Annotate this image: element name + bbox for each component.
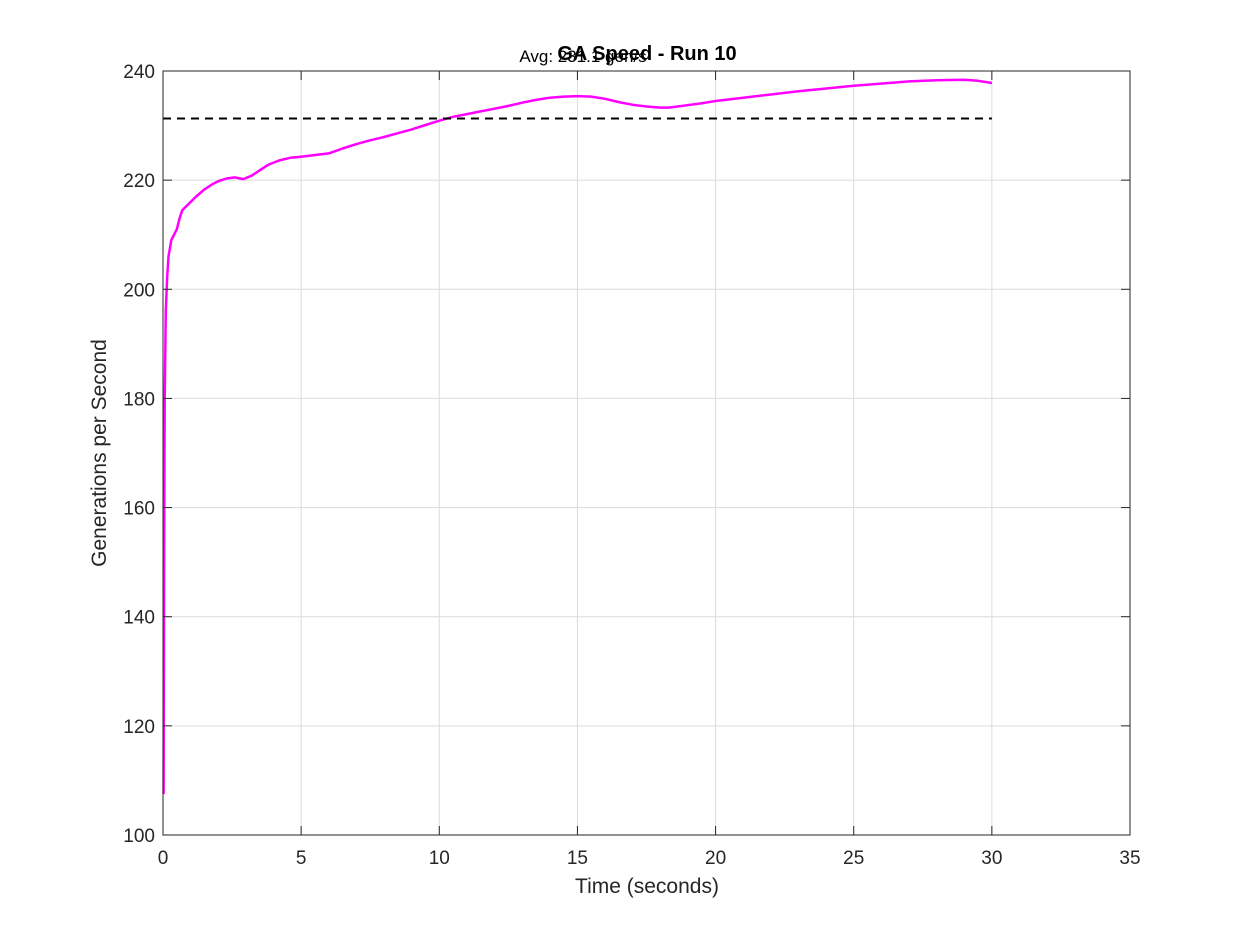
y-tick-label: 140	[123, 608, 155, 629]
x-axis-label: Time (seconds)	[575, 875, 719, 898]
y-tick-label: 240	[123, 62, 155, 83]
x-tick-label: 0	[158, 848, 169, 869]
x-tick-label: 5	[296, 848, 307, 869]
y-tick-label: 200	[123, 280, 155, 301]
series-layer	[162, 78, 993, 795]
chart-title: GA Speed - Run 10	[557, 43, 736, 65]
x-tick-label: 10	[429, 848, 450, 869]
y-tick-label: 180	[123, 389, 155, 410]
y-tick-label: 160	[123, 499, 155, 520]
y-tick-label: 220	[123, 171, 155, 192]
y-tick-labels: 100 120 140 160 180 200 220 240	[123, 62, 155, 847]
plot-area: 0 5 10 15 20 25 30 35 100 120 140 160 180 200 220 240	[123, 62, 1140, 869]
axes-box	[162, 70, 1131, 836]
x-tick-label: 25	[843, 848, 864, 869]
axes-background	[163, 71, 1130, 835]
y-tick-label: 100	[123, 826, 155, 847]
x-tick-label: 35	[1119, 848, 1140, 869]
x-tick-label: 30	[981, 848, 1002, 869]
y-axis-label: Generations per Second	[88, 339, 111, 567]
speed-series-line	[162, 78, 993, 795]
tick-marks	[162, 70, 1131, 836]
x-tick-label: 20	[705, 848, 726, 869]
y-tick-label: 120	[123, 717, 155, 738]
x-tick-label: 15	[567, 848, 588, 869]
average-annotation: Avg: 231.1 gen/s	[519, 47, 646, 66]
x-tick-labels: 0 5 10 15 20 25 30 35	[158, 848, 1141, 869]
